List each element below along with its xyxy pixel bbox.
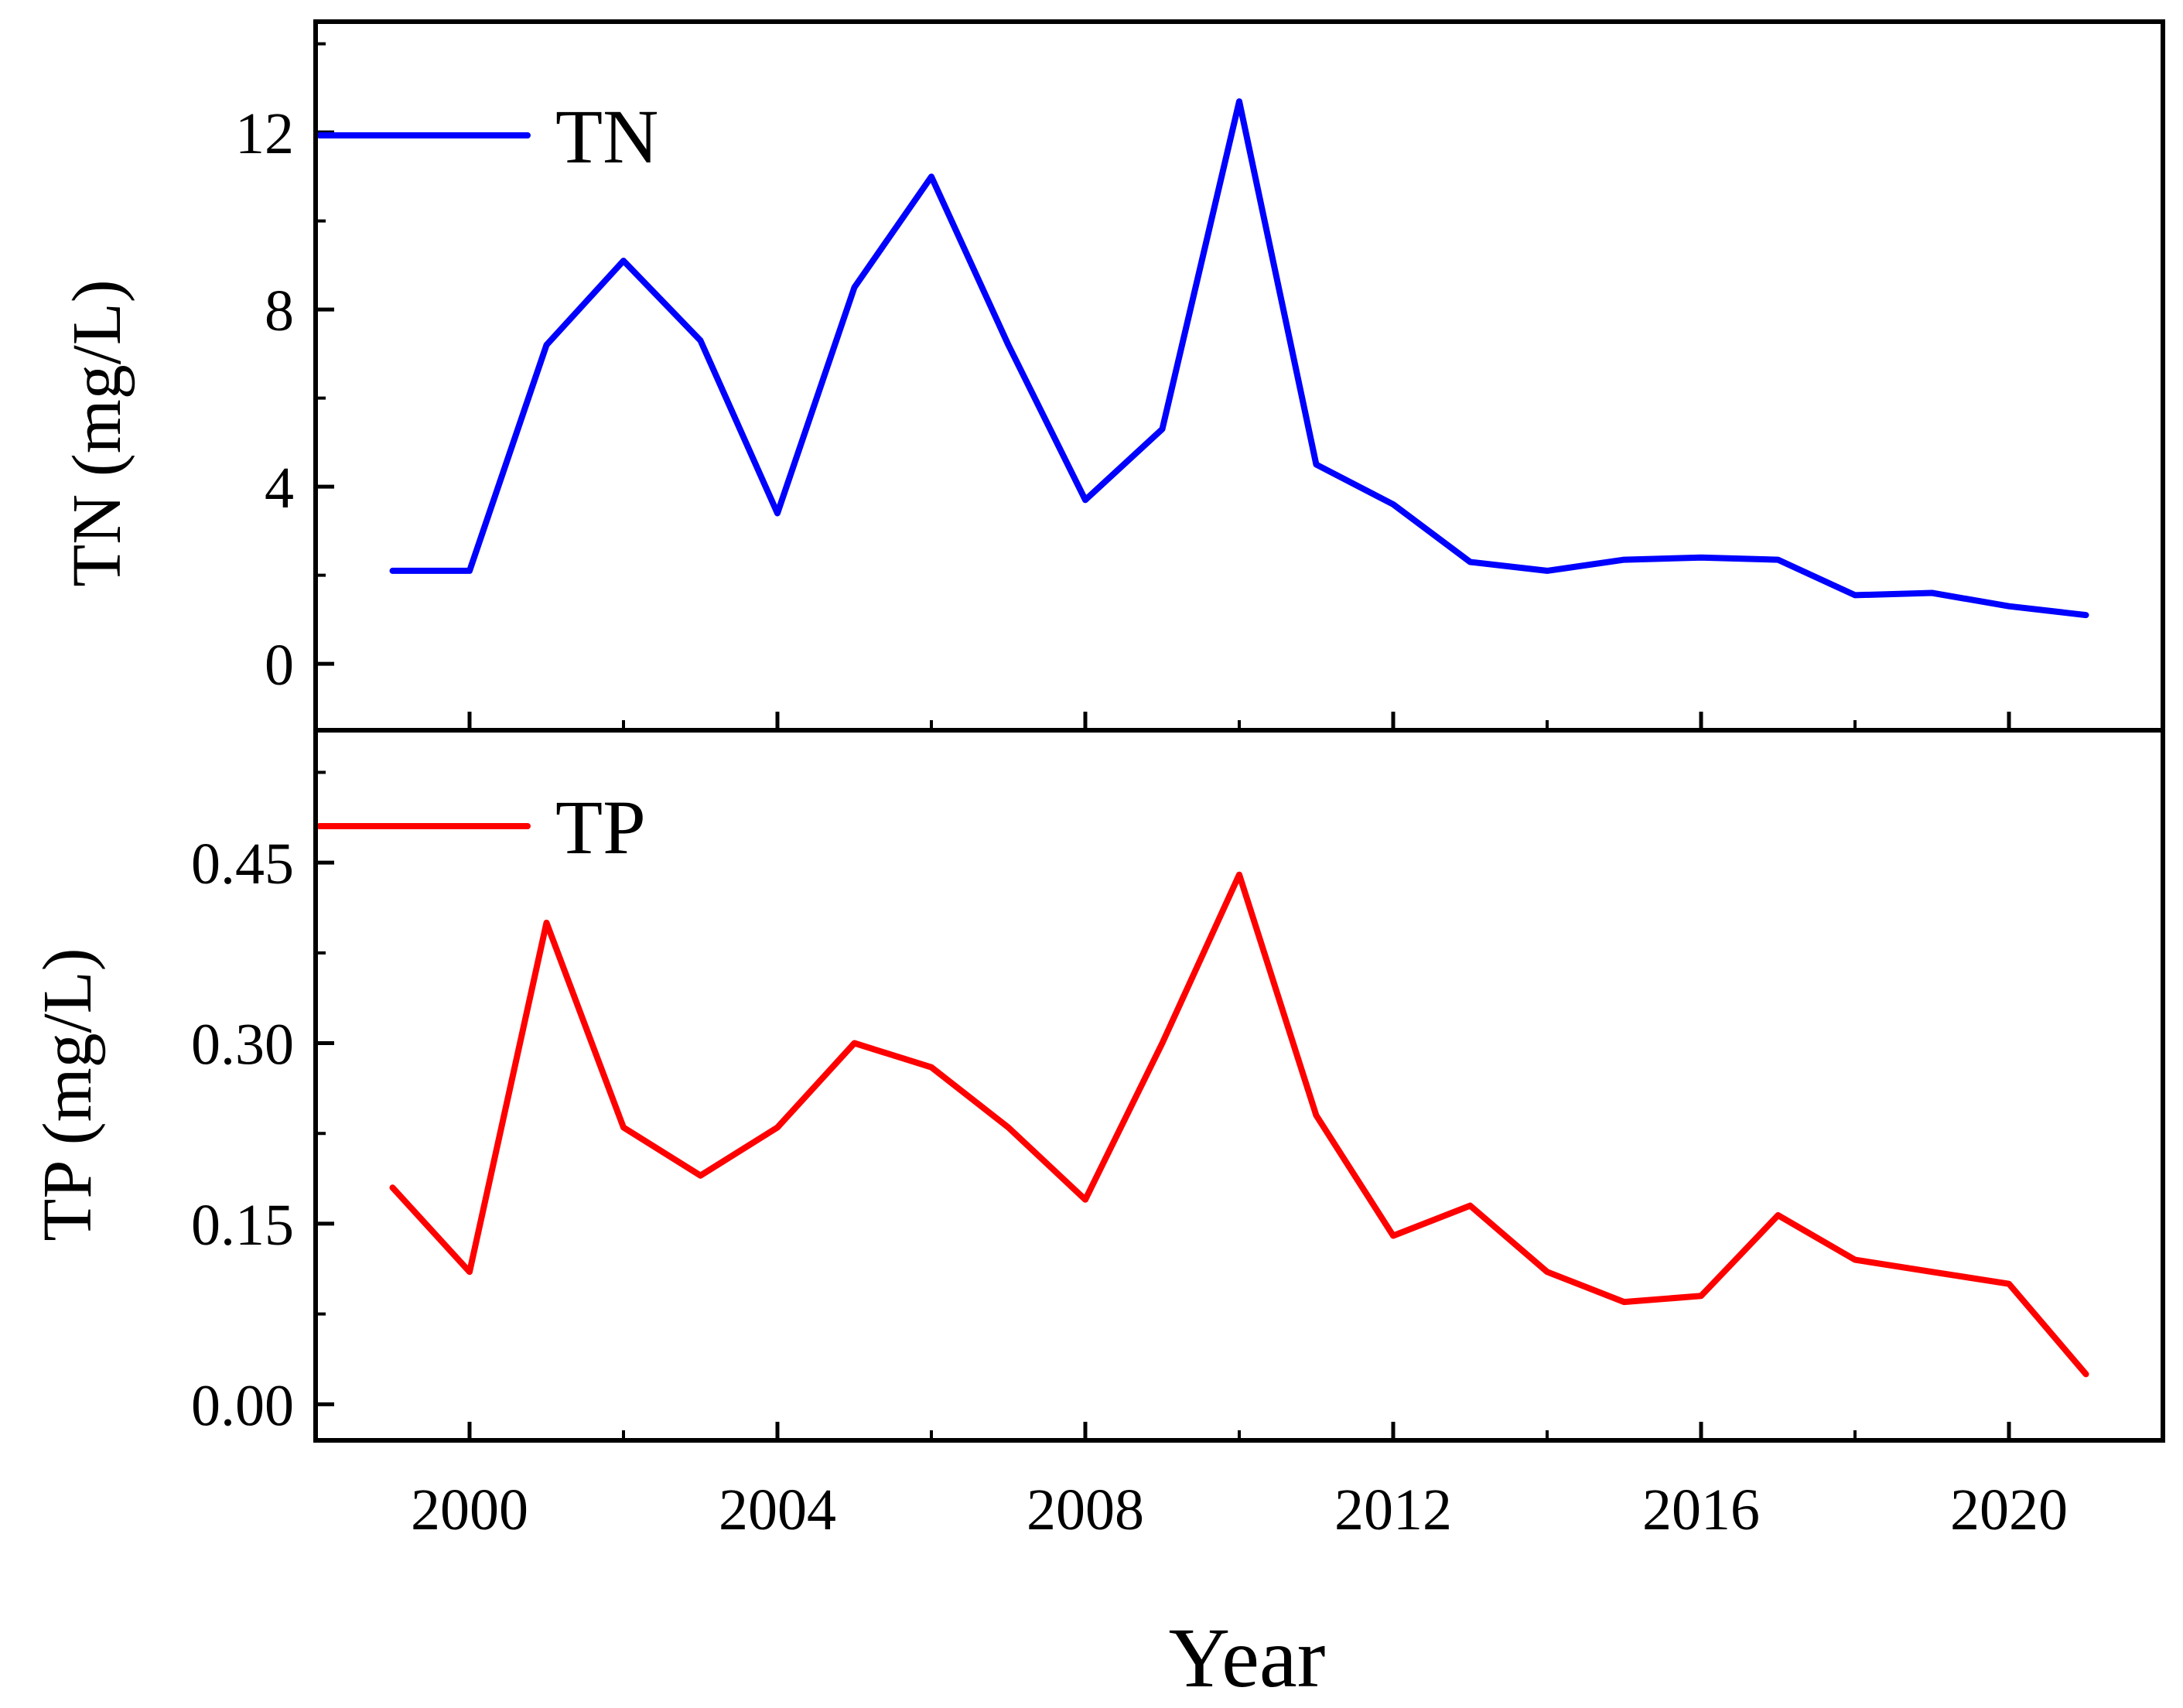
tp-plot-frame xyxy=(313,728,2165,1443)
tp-legend-label: TP xyxy=(555,784,646,870)
tn-ytick-label: 8 xyxy=(265,278,294,343)
x-tick-label: 2004 xyxy=(719,1477,836,1542)
tn-ytick-label: 4 xyxy=(265,456,294,521)
x-tick-label: 2016 xyxy=(1642,1477,1760,1542)
tp-ytick-label: 0.15 xyxy=(191,1193,294,1258)
tp-y-axis-title: TP (mg/L) xyxy=(29,948,106,1241)
tp-series-line xyxy=(389,871,2089,1378)
x-tick-label: 2008 xyxy=(1027,1477,1144,1542)
tn-legend-label: TN xyxy=(555,94,658,179)
x-tick-label: 2020 xyxy=(1950,1477,2068,1542)
tn-ytick-label: 0 xyxy=(265,633,294,698)
tp-ytick-label: 0.30 xyxy=(191,1013,294,1078)
x-tick-label: 2000 xyxy=(411,1477,528,1542)
x-tick-label: 2012 xyxy=(1334,1477,1452,1542)
tp-ytick-label: 0.00 xyxy=(191,1373,294,1438)
x-axis-title: Year xyxy=(1169,1611,1326,1705)
plot-layer: 0 4 8 12 TN 0.00 0.15 0.30 0.45 TP 2000 2004 2008 201… xyxy=(191,19,2165,1542)
tn-ytick-label: 12 xyxy=(235,101,294,166)
tp-ytick-label: 0.45 xyxy=(191,832,294,897)
tn-series-line xyxy=(389,98,2089,619)
tn-y-axis-title: TN (mg/L) xyxy=(59,279,135,586)
